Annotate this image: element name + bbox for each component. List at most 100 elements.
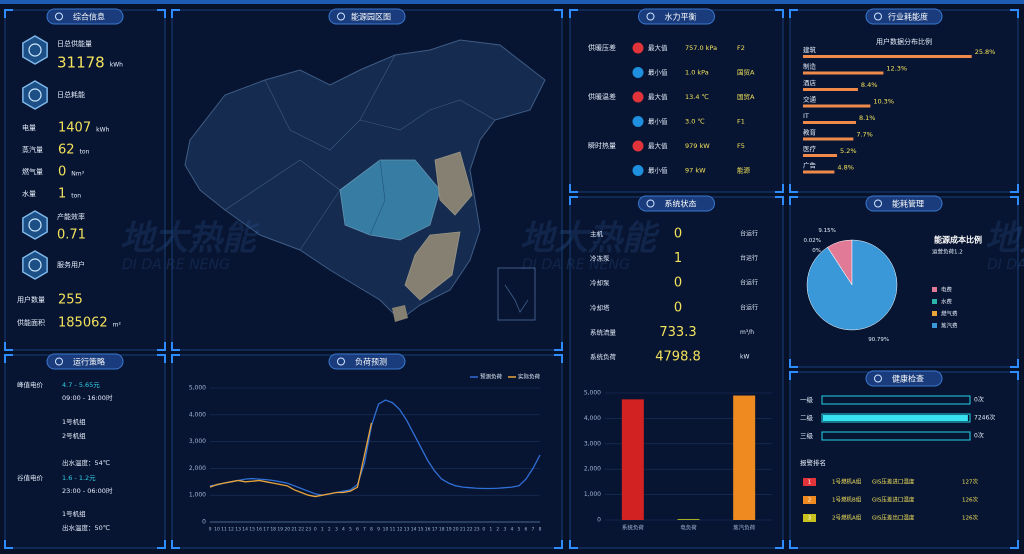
map-border [224,159,341,251]
industry-label: 7.7% [856,131,873,139]
panel-title-icon [646,199,655,208]
unit: Nm³ [71,171,84,178]
x-tick-label: 13 [404,527,410,533]
panel-corner [569,196,578,205]
industry-label: 4.8% [837,164,854,172]
hex-icon-inner [28,258,42,272]
temp: 出水温度：50℃ [62,523,110,532]
kind-badge [632,116,644,127]
unit: kWh [110,62,123,69]
industry-name: 建筑 [803,45,817,54]
unit-name: 2号机组 [62,431,86,440]
panel [569,9,784,193]
panel-title-pill [328,353,406,370]
pie-value-label: 90.79% [868,337,889,343]
system-label: 主机 [590,229,604,238]
bar [733,395,756,520]
x-tick-label: 11 [390,527,396,533]
bar [677,518,700,520]
value: 255 [58,293,83,308]
panel-corner [157,540,166,549]
value: 13.4 ℃ [685,93,709,101]
group-label: 瞬时热量 [588,141,616,150]
x-tick-label: 23 [305,527,311,533]
y-tick-label: 0 [597,517,601,524]
panel-corner [775,540,784,549]
label: 用户数量 [17,295,45,304]
panel-corner [569,184,578,193]
panel-corner [554,354,563,363]
system-unit: kW [740,354,749,361]
label: 服务用户 [57,260,85,269]
x-tick-label: 0 [482,527,485,533]
location: 国贸A [737,68,755,77]
rank: 1 [808,480,812,486]
legend-label: 电费 [941,286,953,294]
x-tick-label: 14 [242,527,248,533]
industry-bar [803,55,972,58]
ranking-title: 报警排名 [800,458,826,467]
x-tick-label: 17 [432,527,438,533]
panel-title-pill [46,353,124,370]
x-tick-label: 8 [539,527,542,533]
panel-corner [789,196,798,205]
x-tick-label: 20 [453,527,459,533]
industry-label: 10.3% [873,98,894,106]
system-label: 系统流量 [590,327,617,336]
y-tick-label: 1,000 [584,491,601,498]
location: 能源 [737,166,751,175]
unit-name: 1号机组 [62,417,86,426]
y-tick-label: 0 [202,519,206,526]
y-tick-label: 2,000 [189,465,206,472]
system-label: 冷冻泵 [590,254,610,263]
industry-name: 制造 [803,62,817,71]
x-tick-label: 8 [370,527,373,533]
panel [789,9,1019,193]
level-name: 一级 [800,395,814,404]
hex-icon [22,35,48,65]
panel-corner [775,9,784,18]
panel [4,354,166,549]
time: 23:00 - 06:00时 [62,486,113,495]
x-tick-label: 13 [235,527,241,533]
level-name: 三级 [800,431,814,440]
system-label: 冷却塔 [590,303,610,312]
panel-corner [554,9,563,18]
location: F1 [737,118,745,126]
group-label: 供暖压差 [588,43,616,52]
map-inset [497,267,536,321]
panel-corner [554,540,563,549]
panel-title: 运行策略 [73,357,105,367]
industry-name: 医疗 [803,144,817,153]
pie-value-label: 9.15% [818,228,835,234]
level-bar [823,415,968,421]
pie-slice [806,239,898,331]
map-island [392,305,408,322]
y-tick-label: 3,000 [189,438,206,445]
legend-label: 预测负荷 [480,373,503,381]
rank-badge [803,514,816,522]
label: 谷值电价 [17,473,44,482]
kind-badge [632,91,644,103]
kind-badge [632,165,644,176]
hex-icon-inner [28,218,42,232]
subtitle: 用户数据分布比例 [876,37,932,46]
system-unit: 台运行 [740,303,758,311]
x-tick-label: 20 [284,527,290,533]
system-unit: 台运行 [740,230,758,238]
value: 1.0 kPa [685,69,709,77]
y-tick-label: 4,000 [584,415,601,422]
label: 日总供能量 [57,39,92,48]
map-region [339,159,441,241]
x-tick-label: 11 [221,527,227,533]
series-line [209,399,541,496]
watermark: 地大热能 [120,219,260,259]
china-map [184,39,546,322]
panel-corner [789,359,798,368]
hex-icon [22,210,48,240]
panel-corner [775,184,784,193]
count: 127次 [962,478,978,486]
x-tick-label: 12 [397,527,403,533]
x-tick-label: 9 [377,527,380,533]
kind: 最大值 [648,43,668,52]
